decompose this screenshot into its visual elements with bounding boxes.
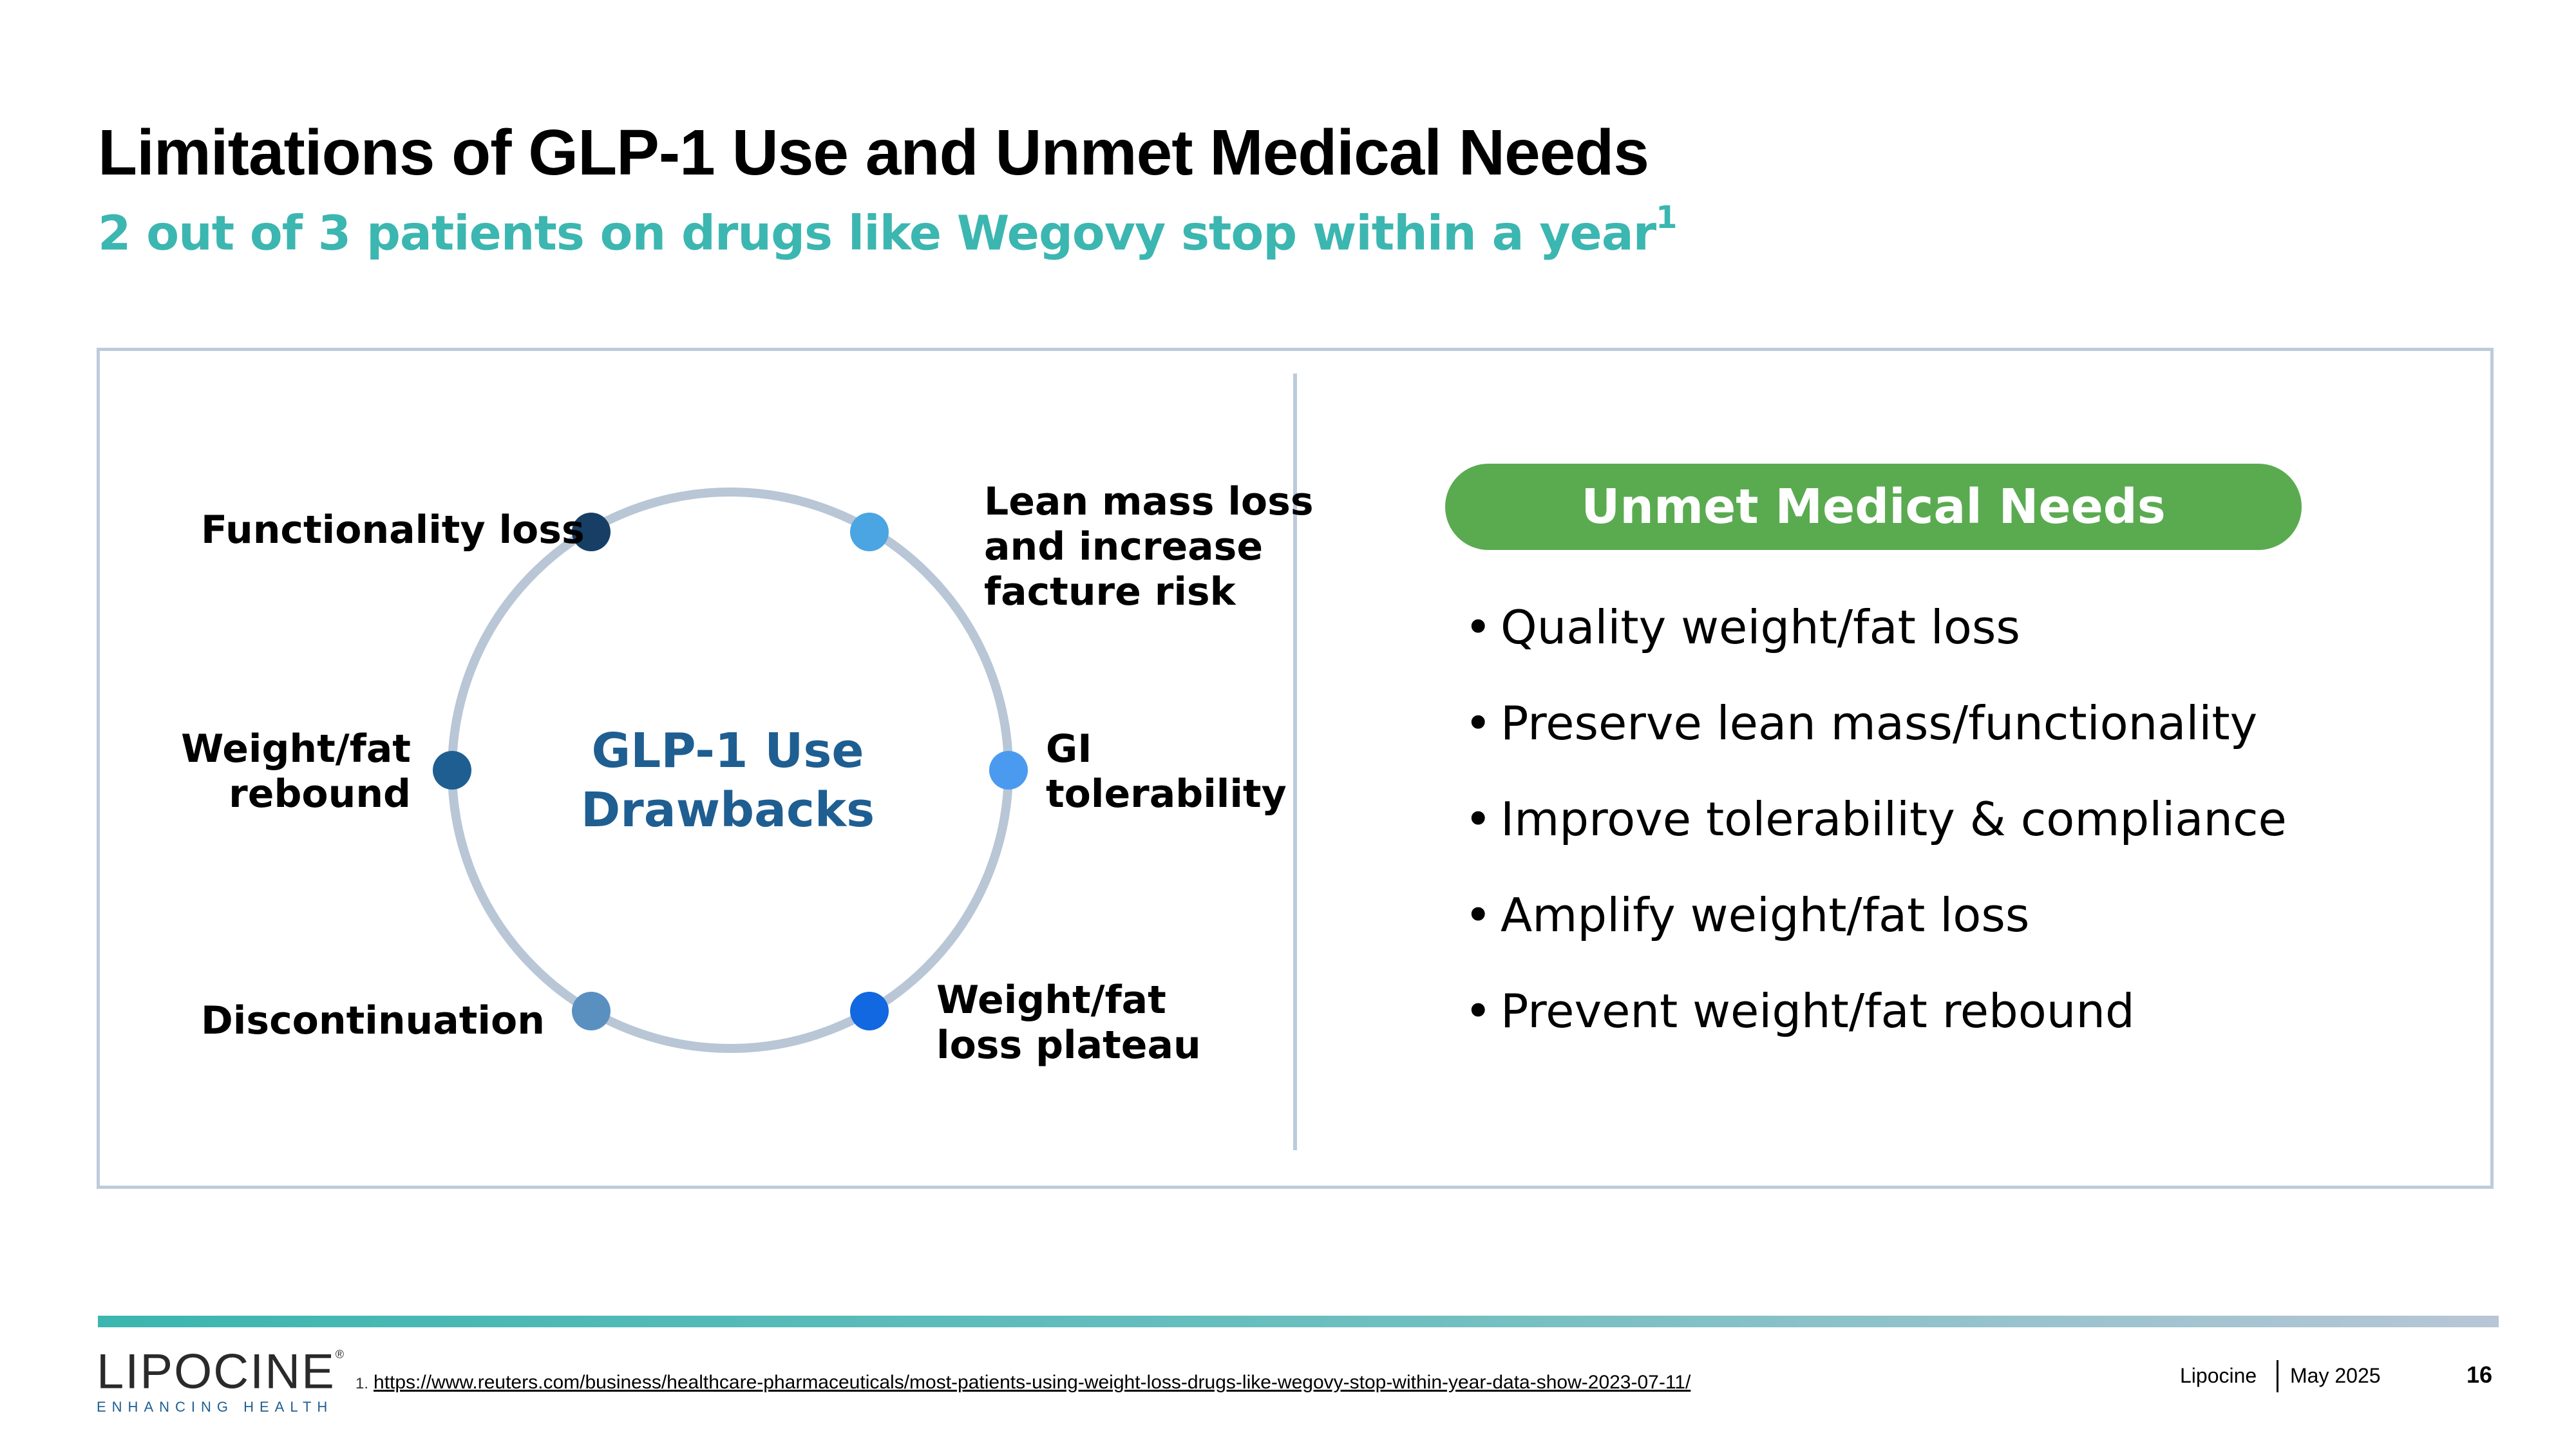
diagram-center-label: GLP-1 Use Drawbacks	[567, 721, 889, 840]
label-line: and increase	[984, 524, 1264, 569]
logo-tagline: ENHANCING HEALTH	[97, 1399, 334, 1416]
label-line: Weight/fat	[936, 978, 1166, 1023]
page-title: Limitations of GLP-1 Use and Unmet Medic…	[98, 117, 1649, 189]
node-dot-gi-tolerability	[989, 751, 1028, 790]
footnote-marker: 1	[1656, 200, 1677, 236]
footer-date: May 2025	[2290, 1364, 2381, 1387]
list-item: Amplify weight/fat loss	[1464, 883, 2287, 979]
lipocine-logo: LIPOCINE® ENHANCING HEALTH	[97, 1343, 344, 1416]
node-label-gi-tolerability: GI tolerability	[1046, 726, 1287, 817]
label-line: Lean mass loss	[984, 479, 1314, 524]
label-line: rebound	[229, 772, 411, 817]
page-subtitle: 2 out of 3 patients on drugs like Wegovy…	[98, 200, 1678, 261]
node-dot-lean-mass-loss	[850, 513, 889, 551]
node-label-functionality-loss: Functionality loss	[201, 507, 585, 553]
footnote: 1. https://www.reuters.com/business/healt…	[355, 1372, 1690, 1394]
node-dot-weight-fat-rebound	[433, 751, 471, 790]
node-dot-discontinuation	[572, 992, 611, 1030]
footnote-link[interactable]: https://www.reuters.com/business/healthc…	[374, 1372, 1691, 1393]
label-line: Functionality loss	[201, 507, 585, 553]
label-line: Discontinuation	[201, 998, 545, 1043]
unmet-needs-list: Quality weight/fat loss Preserve lean ma…	[1464, 595, 2287, 1075]
list-item: Preserve lean mass/functionality	[1464, 691, 2287, 787]
panel-divider	[1293, 374, 1297, 1150]
node-dot-weight-fat-loss-plateau	[850, 992, 889, 1030]
label-line: GI	[1046, 726, 1092, 772]
node-label-discontinuation: Discontinuation	[201, 998, 545, 1043]
content-panel	[97, 348, 2494, 1189]
unmet-needs-heading: Unmet Medical Needs	[1445, 464, 2302, 550]
page-number: 16	[2467, 1361, 2493, 1388]
logo-text: LIPOCINE	[97, 1344, 336, 1399]
label-line: loss plateau	[936, 1023, 1201, 1068]
center-label-line-1: GLP-1 Use	[591, 723, 864, 779]
label-line: Weight/fat	[181, 726, 411, 772]
unmet-needs-heading-text: Unmet Medical Needs	[1581, 479, 2166, 535]
list-item: Improve tolerability & compliance	[1464, 787, 2287, 883]
list-item: Quality weight/fat loss	[1464, 595, 2287, 691]
node-dot-functionality-loss	[572, 513, 611, 551]
label-line: facture risk	[984, 569, 1236, 614]
node-label-lean-mass-loss: Lean mass loss and increase facture risk	[984, 479, 1314, 614]
footer-separator	[2277, 1360, 2278, 1392]
footnote-number: 1.	[355, 1375, 369, 1392]
footer-accent-bar	[98, 1316, 2499, 1327]
logo-wordmark: LIPOCINE®	[97, 1343, 344, 1396]
label-line: tolerability	[1046, 772, 1287, 817]
logo-registered-mark: ®	[335, 1348, 346, 1361]
node-label-weight-fat-loss-plateau: Weight/fat loss plateau	[936, 978, 1201, 1068]
center-label-line-2: Drawbacks	[580, 782, 875, 838]
list-item: Prevent weight/fat rebound	[1464, 979, 2287, 1075]
subtitle-text: 2 out of 3 patients on drugs like Wegovy…	[98, 205, 1656, 261]
footer-company: Lipocine	[2180, 1364, 2257, 1387]
node-label-weight-fat-rebound: Weight/fat rebound	[89, 726, 411, 817]
